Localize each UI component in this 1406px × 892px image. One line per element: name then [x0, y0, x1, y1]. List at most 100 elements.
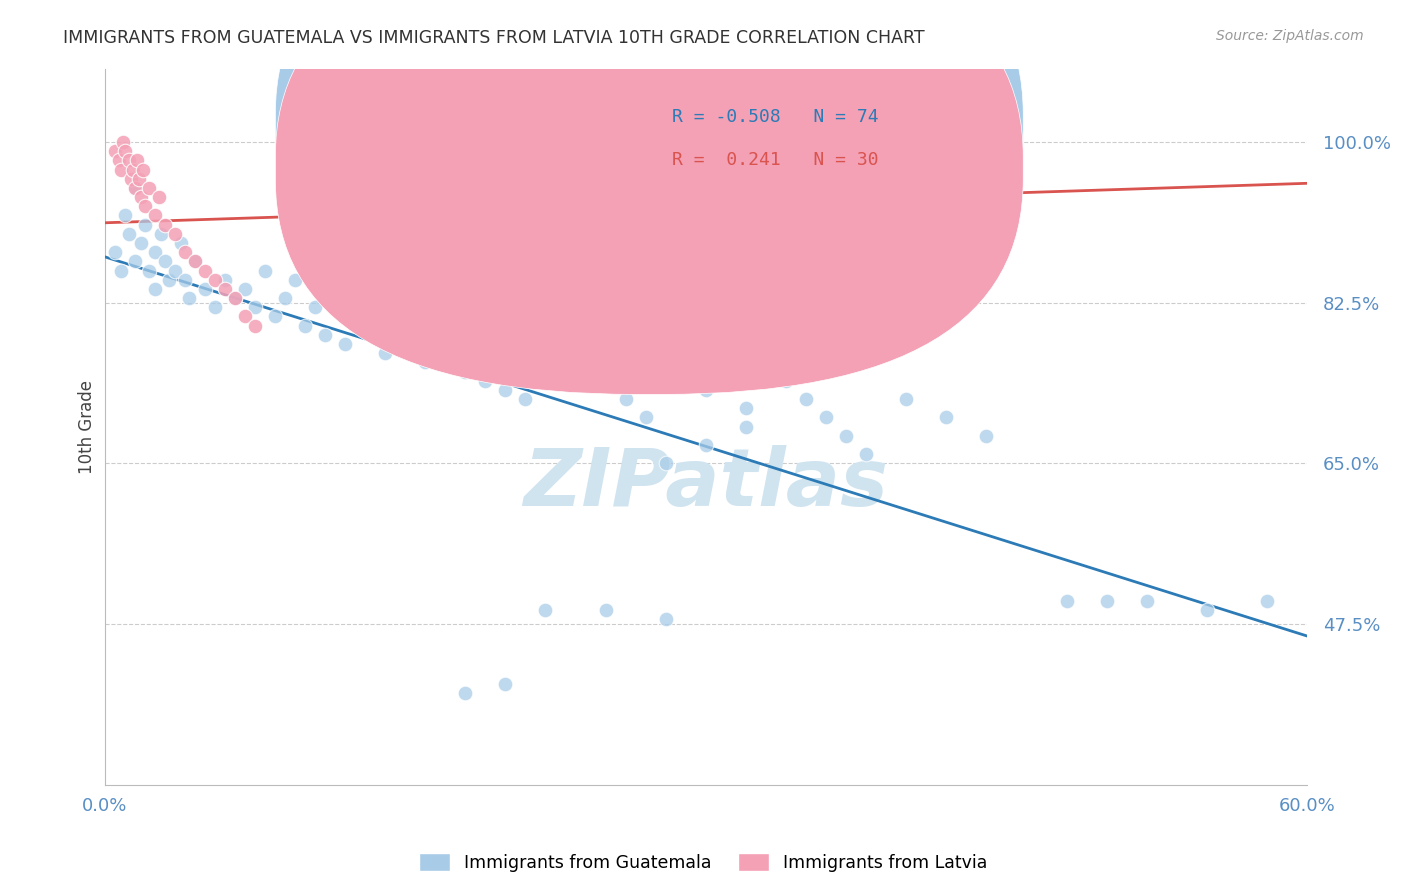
Point [128, 171, 150, 186]
Y-axis label: 10th Grade: 10th Grade [79, 380, 96, 474]
Point [143, 209, 166, 223]
Point [153, 218, 176, 232]
Point [1195, 603, 1218, 617]
Point [654, 612, 676, 626]
Point [131, 162, 153, 177]
Point [194, 282, 217, 296]
Point [124, 254, 146, 268]
Point [333, 337, 356, 351]
Legend: Immigrants from Guatemala, Immigrants from Latvia: Immigrants from Guatemala, Immigrants fr… [412, 847, 994, 879]
Point [454, 686, 477, 700]
Point [129, 190, 152, 204]
Point [976, 429, 998, 443]
Point [204, 300, 226, 314]
Point [233, 282, 256, 296]
Point [896, 162, 918, 177]
Point [104, 144, 127, 158]
Point [124, 181, 146, 195]
Point [735, 419, 758, 434]
Point [173, 245, 195, 260]
Point [184, 254, 207, 268]
Point [224, 291, 246, 305]
Point [170, 235, 193, 250]
Point [554, 346, 576, 360]
Point [835, 429, 858, 443]
Point [243, 318, 266, 333]
Point [855, 447, 877, 461]
Point [110, 263, 132, 277]
Point [1056, 594, 1078, 608]
Point [204, 273, 226, 287]
Point [614, 392, 637, 406]
Point [494, 677, 516, 691]
Point [264, 310, 287, 324]
Point [654, 365, 676, 379]
Point [163, 263, 186, 277]
Point [394, 327, 416, 342]
Text: IMMIGRANTS FROM GUATEMALA VS IMMIGRANTS FROM LATVIA 10TH GRADE CORRELATION CHART: IMMIGRANTS FROM GUATEMALA VS IMMIGRANTS … [63, 29, 925, 46]
Point [413, 355, 436, 369]
Point [129, 235, 152, 250]
Point [735, 401, 758, 416]
Point [935, 410, 957, 425]
Point [138, 181, 160, 195]
Point [654, 456, 676, 470]
FancyBboxPatch shape [276, 0, 1024, 394]
Point [114, 209, 136, 223]
Point [177, 291, 200, 305]
Point [110, 162, 132, 177]
FancyBboxPatch shape [276, 0, 1024, 351]
Point [274, 291, 297, 305]
Point [114, 144, 136, 158]
Point [534, 337, 557, 351]
Point [243, 300, 266, 314]
Point [107, 153, 129, 168]
Point [775, 374, 797, 388]
Point [284, 273, 307, 287]
Point [574, 355, 596, 369]
FancyBboxPatch shape [610, 97, 994, 211]
Point [515, 392, 537, 406]
Point [104, 245, 127, 260]
Point [654, 181, 676, 195]
Point [374, 346, 396, 360]
Text: Source: ZipAtlas.com: Source: ZipAtlas.com [1216, 29, 1364, 43]
Point [224, 291, 246, 305]
Point [124, 181, 146, 195]
Point [157, 273, 180, 287]
Point [314, 327, 336, 342]
Point [111, 135, 134, 149]
Point [148, 190, 170, 204]
Point [134, 199, 156, 213]
Point [143, 245, 166, 260]
Point [121, 162, 143, 177]
Point [194, 263, 217, 277]
Point [634, 410, 657, 425]
Point [214, 282, 236, 296]
Point [1256, 594, 1278, 608]
Point [214, 273, 236, 287]
Text: R =  0.241   N = 30: R = 0.241 N = 30 [672, 152, 879, 169]
Point [595, 374, 617, 388]
Point [143, 282, 166, 296]
Point [595, 603, 617, 617]
Point [233, 310, 256, 324]
Point [184, 254, 207, 268]
Point [173, 273, 195, 287]
Point [434, 337, 457, 351]
Point [149, 227, 172, 241]
Point [614, 162, 637, 177]
Point [695, 438, 717, 452]
Point [1136, 594, 1159, 608]
Point [118, 227, 141, 241]
Point [294, 318, 316, 333]
Point [138, 263, 160, 277]
Point [534, 603, 557, 617]
Point [1095, 594, 1118, 608]
Point [474, 374, 496, 388]
Point [794, 392, 817, 406]
Point [163, 227, 186, 241]
Point [134, 218, 156, 232]
Point [494, 383, 516, 397]
Point [755, 355, 778, 369]
